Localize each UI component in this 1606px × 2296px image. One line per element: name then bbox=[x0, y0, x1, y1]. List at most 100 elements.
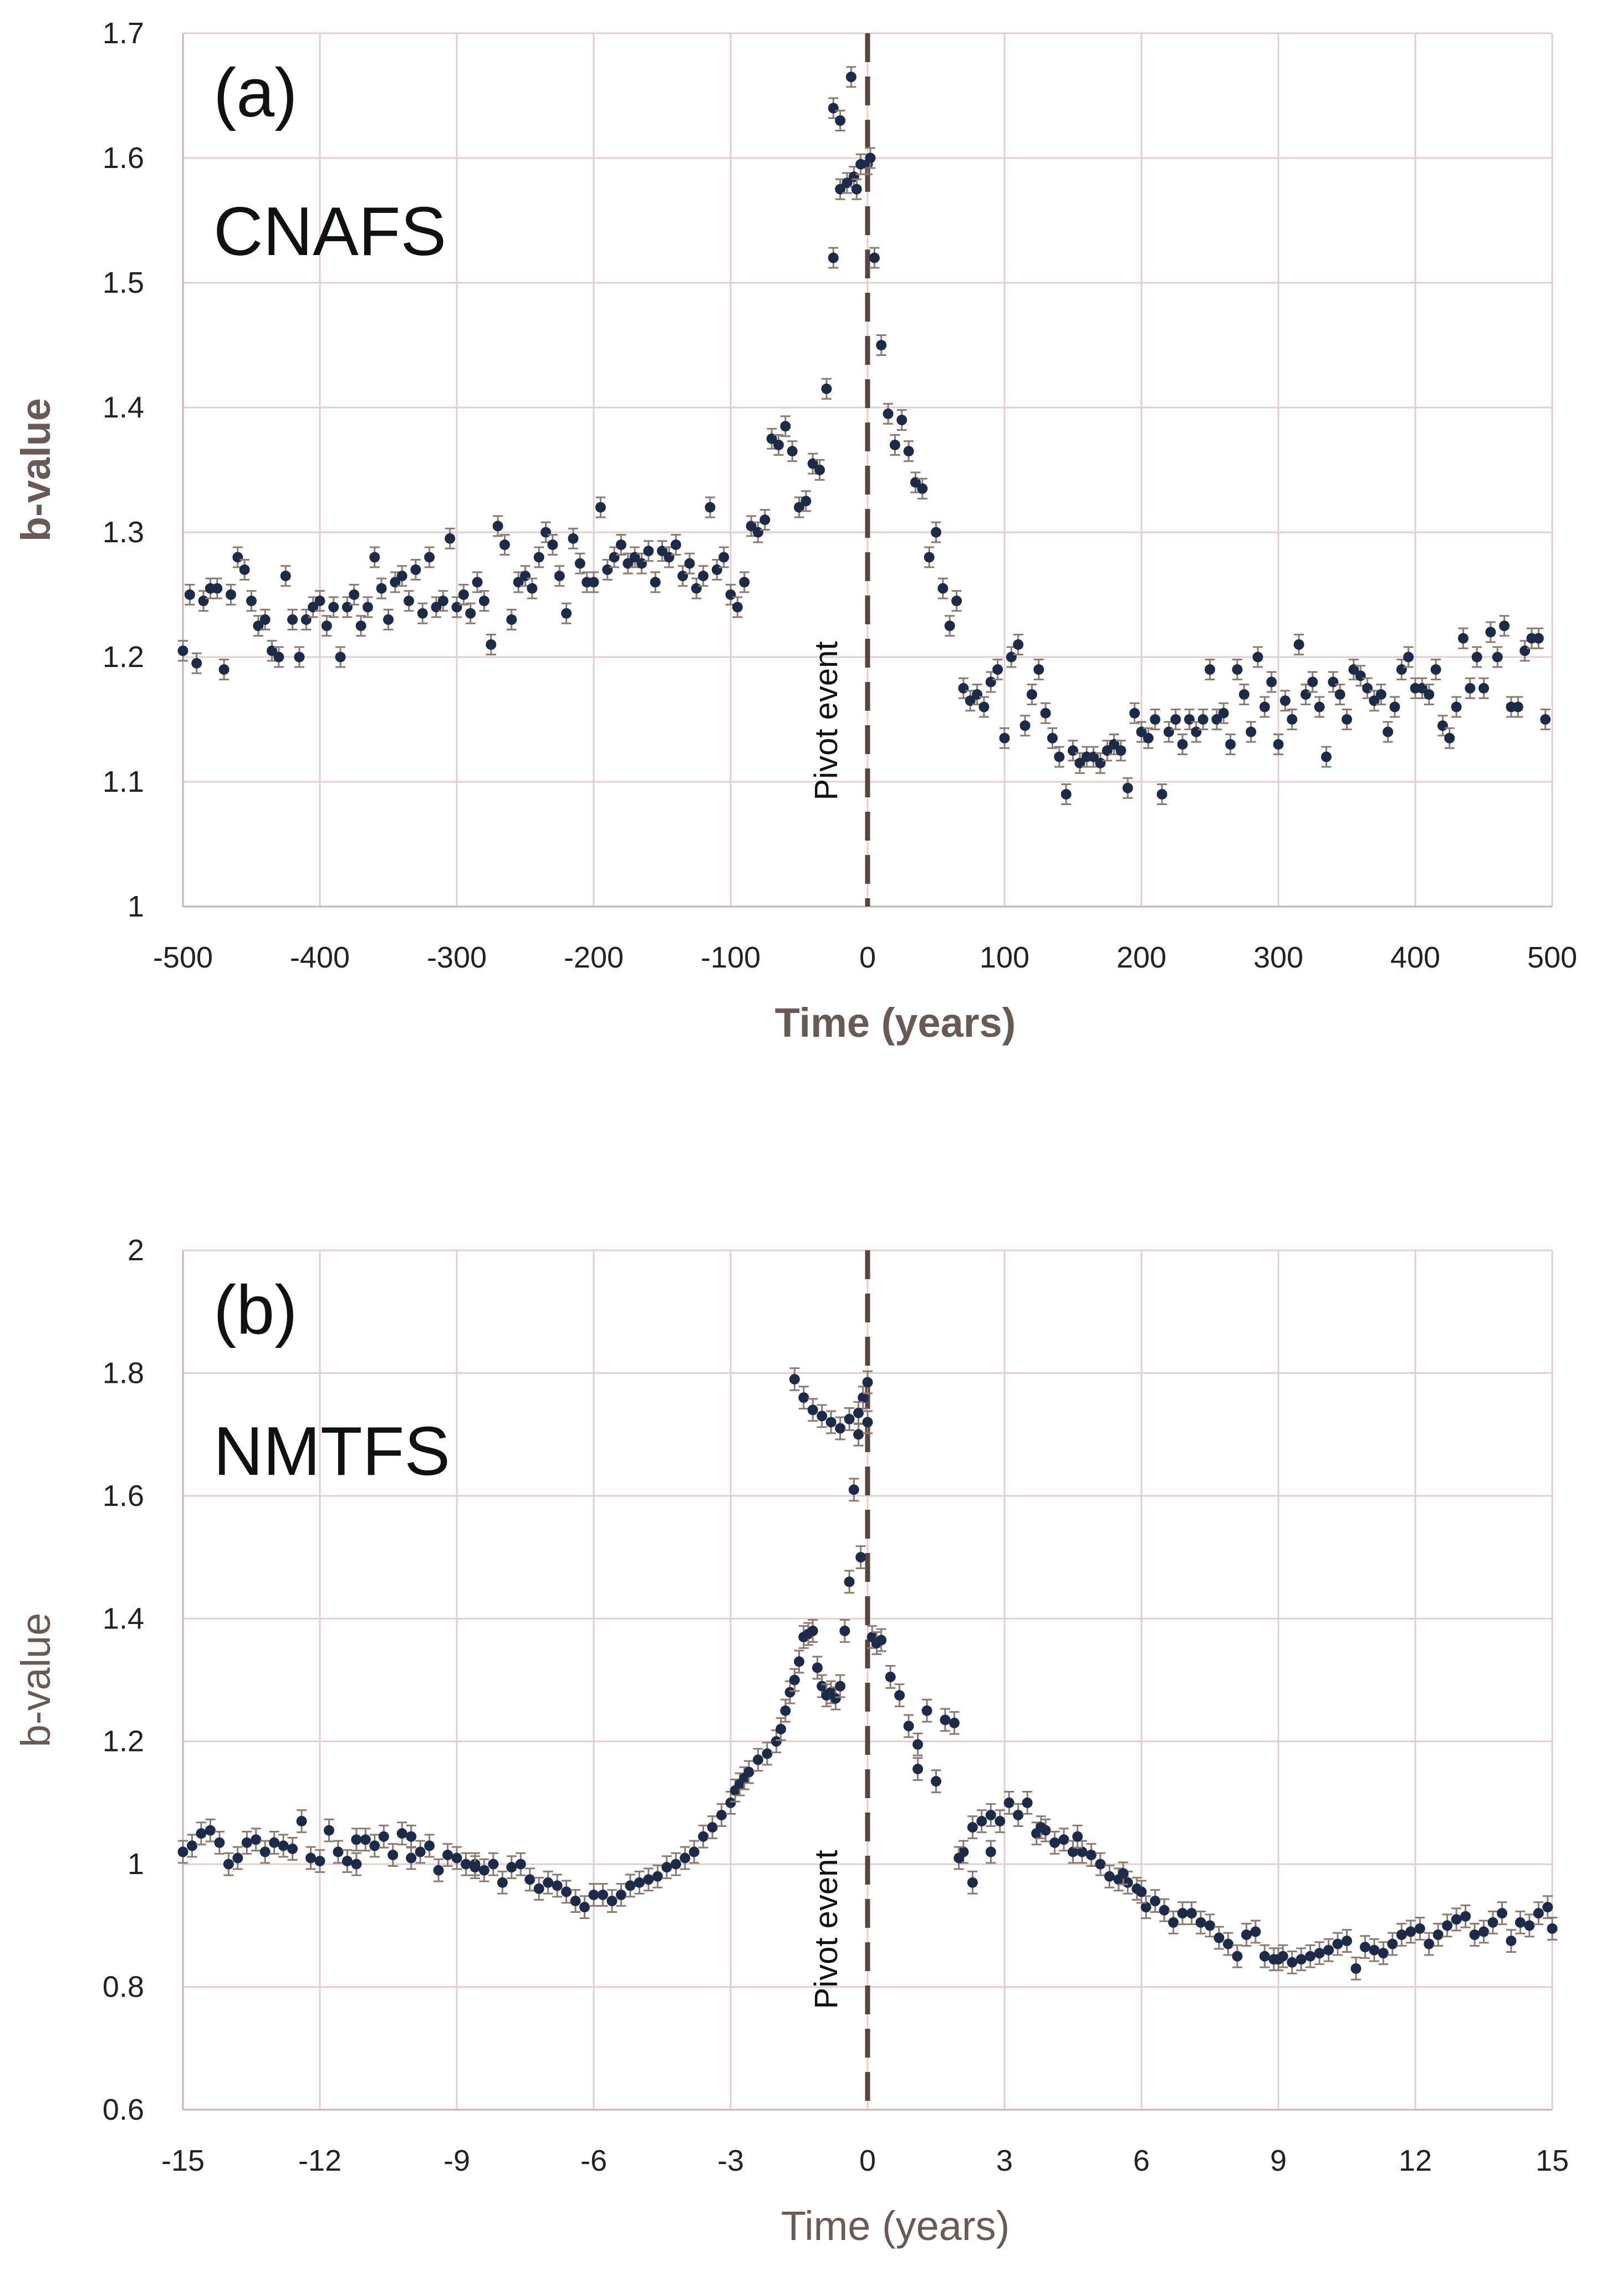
data-point bbox=[835, 115, 846, 126]
data-point bbox=[807, 458, 818, 469]
data-point bbox=[478, 1865, 490, 1876]
data-point bbox=[835, 1423, 846, 1434]
x-axis-label: Time (years) bbox=[775, 1000, 1016, 1046]
data-point bbox=[817, 1681, 828, 1692]
x-tick-label: 500 bbox=[1527, 941, 1577, 974]
data-point bbox=[1437, 720, 1448, 731]
data-point bbox=[223, 1859, 234, 1870]
data-point bbox=[1279, 695, 1291, 706]
data-point bbox=[541, 527, 552, 538]
data-point bbox=[828, 252, 839, 263]
y-tick-label: 1.5 bbox=[103, 266, 144, 299]
data-point bbox=[1442, 1920, 1453, 1931]
data-point bbox=[1150, 1896, 1161, 1907]
data-point bbox=[848, 1484, 859, 1495]
data-point bbox=[862, 1377, 873, 1388]
data-point bbox=[844, 1576, 855, 1587]
data-point bbox=[1499, 620, 1510, 632]
data-point bbox=[845, 72, 856, 83]
data-point bbox=[684, 558, 695, 569]
data-point bbox=[1205, 1920, 1215, 1931]
data-point bbox=[241, 1837, 252, 1848]
data-point bbox=[1177, 739, 1188, 750]
data-point bbox=[1273, 1954, 1284, 1965]
y-tick-label: 1.6 bbox=[103, 141, 144, 175]
data-point bbox=[1049, 1837, 1061, 1848]
data-point bbox=[828, 103, 839, 114]
data-point bbox=[404, 595, 415, 607]
data-point bbox=[912, 1739, 924, 1750]
data-point bbox=[1184, 714, 1195, 725]
data-point bbox=[1432, 1929, 1444, 1940]
data-point bbox=[787, 446, 798, 457]
data-point bbox=[543, 1877, 554, 1888]
data-point bbox=[341, 602, 353, 613]
data-point bbox=[1359, 1942, 1370, 1953]
data-point bbox=[1085, 1850, 1097, 1861]
data-point bbox=[308, 602, 319, 613]
data-point bbox=[1205, 664, 1215, 675]
data-point bbox=[718, 552, 730, 563]
data-point bbox=[1469, 1929, 1480, 1940]
data-point bbox=[513, 577, 524, 588]
data-point bbox=[643, 1874, 654, 1885]
data-point bbox=[910, 477, 921, 488]
panel-b-chart: -15 -12 -9 -6 -3 0 3 6 9 12 15 0.6 0.8 1 1.2 1.4 1.6 1.8 2… bbox=[13, 1234, 1569, 2249]
data-point bbox=[1444, 732, 1455, 744]
data-point bbox=[794, 1656, 804, 1667]
data-point bbox=[855, 1552, 866, 1563]
data-point bbox=[1232, 664, 1243, 675]
data-point bbox=[689, 1846, 700, 1857]
data-point bbox=[869, 252, 880, 263]
data-point bbox=[1054, 751, 1065, 762]
panel-a-chart: -500 -400 -300 -200 -100 0 100 200 300 400 500 1 1.1… bbox=[13, 17, 1577, 1046]
data-point bbox=[609, 552, 620, 563]
data-point bbox=[967, 1877, 978, 1888]
data-point bbox=[670, 539, 681, 550]
x-tick-label: -500 bbox=[153, 941, 213, 974]
data-point bbox=[903, 1720, 914, 1732]
data-point bbox=[1496, 1908, 1507, 1919]
data-point bbox=[807, 1404, 818, 1416]
data-point bbox=[1232, 1951, 1243, 1962]
data-point bbox=[424, 1840, 435, 1851]
data-point bbox=[759, 515, 771, 525]
data-point bbox=[497, 1877, 508, 1888]
data-point bbox=[1214, 1932, 1225, 1943]
data-point bbox=[433, 1865, 444, 1876]
data-point bbox=[1416, 683, 1427, 694]
data-point bbox=[294, 651, 305, 663]
y-tick-label: 1.2 bbox=[103, 1725, 144, 1758]
data-point bbox=[784, 1687, 796, 1698]
data-point bbox=[1342, 714, 1352, 725]
data-point bbox=[865, 152, 876, 164]
data-point bbox=[1403, 651, 1414, 663]
data-point bbox=[492, 521, 503, 532]
data-point bbox=[355, 620, 366, 632]
data-point bbox=[1487, 1917, 1498, 1928]
data-point bbox=[1332, 1938, 1343, 1949]
data-point bbox=[388, 1850, 399, 1861]
y-tick-label: 1 bbox=[128, 1847, 144, 1881]
data-point bbox=[369, 1840, 380, 1851]
data-point bbox=[965, 695, 976, 706]
data-point bbox=[1156, 789, 1167, 800]
x-tick-label: -12 bbox=[298, 2144, 341, 2177]
data-point bbox=[437, 595, 448, 607]
data-point bbox=[1305, 1951, 1316, 1962]
data-point bbox=[465, 608, 476, 619]
data-point bbox=[698, 1831, 709, 1842]
data-point bbox=[625, 1880, 636, 1891]
data-point bbox=[1072, 1831, 1083, 1842]
data-point bbox=[1136, 726, 1147, 737]
data-point bbox=[814, 465, 825, 475]
data-point bbox=[579, 1902, 590, 1913]
data-point bbox=[259, 1846, 271, 1857]
x-tick-label: 0 bbox=[859, 941, 876, 974]
data-point bbox=[985, 1810, 996, 1821]
x-tick-label: -15 bbox=[161, 2144, 205, 2177]
data-point bbox=[300, 614, 312, 625]
data-point bbox=[876, 340, 887, 350]
data-point bbox=[1542, 1902, 1553, 1913]
data-point bbox=[267, 645, 278, 656]
